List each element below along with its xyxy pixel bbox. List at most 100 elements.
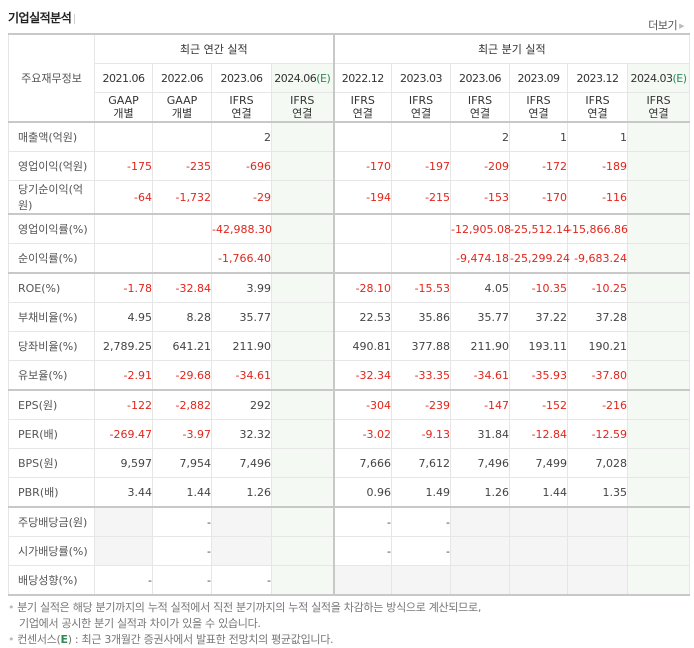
column-date: 2022.06 bbox=[152, 63, 212, 93]
table-row: PBR(배) 3.44 1.44 1.26 0.96 1.49 1.26 1.44 1.35 bbox=[8, 477, 691, 508]
table-cell: 35.77 bbox=[450, 302, 511, 332]
table-cell: -122 bbox=[94, 389, 153, 420]
table-cell: -9.13 bbox=[391, 419, 452, 449]
consolidation-basis: 연결 bbox=[587, 107, 608, 120]
table-cell: -9,474.18 bbox=[450, 243, 511, 274]
table-cell: 8.28 bbox=[152, 302, 212, 332]
table-row: PER(배) -269.47 -3.97 32.32 -3.02 -9.13 31.84 -1… bbox=[8, 419, 691, 449]
table-row: 부채비율(%) 4.95 8.28 35.77 22.53 35.86 35.77 37.22… bbox=[8, 302, 691, 332]
table-cell bbox=[627, 389, 691, 420]
table-cell: -35.93 bbox=[509, 360, 569, 391]
table-cell: -304 bbox=[332, 389, 393, 420]
table-cell: - bbox=[391, 506, 452, 537]
estimate-mark: (E) bbox=[672, 71, 688, 85]
footnote-quarterly-cont: 기업에서 공시한 분기 실적과 차이가 있을 수 있습니다. bbox=[19, 617, 261, 630]
table-cell: -209 bbox=[450, 151, 511, 181]
table-cell: 1.44 bbox=[152, 477, 212, 508]
table-cell: -170 bbox=[509, 180, 569, 215]
table-cell bbox=[94, 121, 153, 152]
table-cell bbox=[270, 448, 335, 478]
table-cell: - bbox=[332, 536, 393, 566]
table-cell: - bbox=[152, 565, 212, 596]
table-row: 순이익률(%) -1,766.40 -9,474.18 -25,299.24 -9,68… bbox=[8, 243, 691, 274]
column-accounting-type: IFRS 연결 bbox=[450, 92, 511, 123]
table-cell bbox=[211, 506, 272, 537]
table-row: EPS(원) -122 -2,882 292 -304 -239 -147 -152 -216 bbox=[8, 389, 691, 420]
table-cell bbox=[391, 213, 452, 244]
table-cell: -25,299.24 bbox=[509, 243, 570, 274]
column-date: 2024.06(E) bbox=[270, 63, 335, 93]
footnote-text: ) : 최근 3개월간 증권사에서 발표한 전망치의 평균값입니다. bbox=[67, 633, 334, 646]
table-cell bbox=[509, 565, 569, 596]
consolidation-basis: 연결 bbox=[648, 107, 669, 120]
column-date-text: 2021.06 bbox=[102, 71, 146, 85]
table-cell bbox=[567, 506, 629, 537]
consolidation-basis: 연결 bbox=[292, 107, 313, 120]
row-label: 당좌비율(%) bbox=[8, 331, 95, 361]
column-date-text: 2023.03 bbox=[400, 71, 443, 85]
column-date-text: 2023.06 bbox=[459, 71, 502, 85]
table-cell bbox=[627, 360, 691, 391]
more-link[interactable]: 더보기 ▶ bbox=[648, 17, 684, 33]
table-cell: -1.78 bbox=[94, 272, 153, 303]
section-title: 기업실적분석 bbox=[8, 9, 76, 26]
table-cell bbox=[627, 151, 691, 181]
table-cell: -116 bbox=[567, 180, 629, 215]
table-cell: -216 bbox=[567, 389, 629, 420]
table-cell bbox=[567, 536, 629, 566]
table-row: 영업이익률(%) -42,988.30 -12,905.08 -25,512.14 -1… bbox=[8, 213, 691, 244]
table-cell bbox=[391, 243, 452, 274]
accounting-standard: IFRS bbox=[229, 94, 254, 107]
column-date-text: 2022.12 bbox=[341, 71, 385, 85]
row-label: EPS(원) bbox=[8, 389, 95, 420]
table-cell: -153 bbox=[450, 180, 511, 215]
table-row: 유보율(%) -2.91 -29.68 -34.61 -32.34 -33.35 -34.6… bbox=[8, 360, 691, 391]
table-cell: 31.84 bbox=[450, 419, 511, 449]
table-cell: -2.91 bbox=[94, 360, 153, 391]
table-cell: - bbox=[152, 506, 212, 537]
table-cell bbox=[152, 213, 212, 244]
table-row: 매출액(억원) 2 2 1 1 bbox=[8, 121, 691, 152]
table-cell: -10.25 bbox=[567, 272, 629, 303]
table-cell: -3.02 bbox=[332, 419, 393, 449]
table-cell: 490.81 bbox=[332, 331, 393, 361]
table-cell bbox=[332, 565, 393, 596]
table-cell: -33.35 bbox=[391, 360, 452, 391]
table-cell: 7,612 bbox=[391, 448, 452, 478]
table-row: 당좌비율(%) 2,789.25 641.21 211.90 490.81 377.88 2… bbox=[8, 331, 691, 361]
footnote-consensus: • 컨센서스(E) : 최근 3개월간 증권사에서 발표한 전망치의 평균값입니다… bbox=[8, 632, 481, 648]
table-cell bbox=[94, 213, 153, 244]
table-cell: 0.96 bbox=[332, 477, 393, 508]
consolidation-basis: 연결 bbox=[231, 107, 252, 120]
group-annual: 최근 연간 실적 bbox=[93, 33, 335, 64]
table-cell: 1 bbox=[509, 121, 569, 152]
table-cell bbox=[567, 565, 629, 596]
row-label: 영업이익률(%) bbox=[8, 213, 95, 244]
column-accounting-type: IFRS 연결 bbox=[509, 92, 569, 123]
table-cell: 1.26 bbox=[211, 477, 272, 508]
table-cell: -1,732 bbox=[152, 180, 212, 215]
column-date-text: 2023.09 bbox=[517, 71, 561, 85]
accounting-standard: IFRS bbox=[585, 94, 610, 107]
table-cell bbox=[94, 243, 153, 274]
table-cell: 190.21 bbox=[567, 331, 629, 361]
table-cell: -9,683.24 bbox=[567, 243, 629, 274]
table-cell: - bbox=[391, 536, 452, 566]
table-cell: 22.53 bbox=[332, 302, 393, 332]
accounting-standard: IFRS bbox=[290, 94, 315, 107]
table-cell bbox=[627, 448, 691, 478]
table-cell bbox=[270, 360, 335, 391]
table-cell: 35.86 bbox=[391, 302, 452, 332]
table-cell bbox=[270, 121, 335, 152]
table-cell: 37.22 bbox=[509, 302, 569, 332]
consolidation-basis: 연결 bbox=[469, 107, 491, 120]
table-cell bbox=[627, 213, 691, 244]
table-cell bbox=[94, 506, 153, 537]
table-cell: -194 bbox=[332, 180, 393, 215]
table-cell bbox=[627, 565, 691, 596]
table-cell: -3.97 bbox=[152, 419, 212, 449]
row-label: 당기순이익(억원) bbox=[8, 180, 95, 215]
table-cell: -42,988.30 bbox=[211, 213, 272, 244]
column-accounting-type: GAAP 개별 bbox=[94, 92, 153, 123]
table-cell: - bbox=[152, 536, 212, 566]
